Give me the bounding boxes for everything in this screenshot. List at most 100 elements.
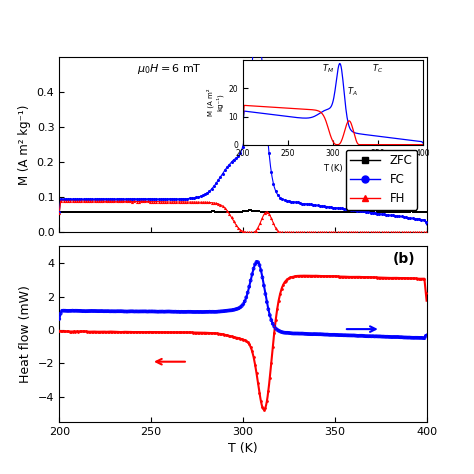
Point	[160, 308, 168, 316]
Point	[372, 333, 380, 340]
Point	[78, 197, 85, 205]
Point	[179, 328, 187, 336]
Point	[379, 274, 387, 282]
Point	[396, 208, 403, 216]
Point	[125, 328, 132, 336]
Point	[365, 228, 372, 236]
Point	[186, 198, 193, 206]
Point	[325, 331, 332, 338]
Point	[160, 328, 168, 336]
Point	[237, 303, 244, 311]
Point	[343, 205, 350, 213]
Point	[253, 207, 260, 215]
Point	[402, 228, 410, 236]
Point	[70, 307, 78, 315]
Point	[243, 228, 251, 236]
Point	[109, 208, 116, 215]
Point	[241, 133, 248, 141]
Point	[123, 208, 131, 216]
Point	[391, 228, 399, 236]
Point	[365, 273, 372, 281]
Point	[360, 208, 368, 216]
Point	[334, 208, 341, 216]
Point	[76, 328, 83, 335]
Point	[288, 208, 296, 216]
Point	[89, 197, 96, 205]
Point	[175, 208, 182, 216]
Point	[310, 209, 318, 216]
Point	[275, 297, 283, 304]
Point	[63, 208, 71, 216]
Point	[94, 328, 101, 336]
Point	[206, 199, 213, 206]
Point	[406, 274, 413, 282]
Point	[94, 208, 101, 216]
Point	[246, 207, 253, 214]
Point	[167, 308, 175, 315]
Point	[61, 307, 69, 315]
Point	[163, 308, 171, 315]
Point	[241, 336, 248, 344]
Point	[246, 340, 253, 348]
Point	[309, 272, 316, 280]
Point	[336, 204, 344, 212]
Point	[57, 208, 64, 216]
Point	[322, 208, 329, 216]
Point	[369, 208, 377, 216]
Point	[319, 273, 327, 280]
Point	[85, 307, 92, 315]
Point	[115, 195, 123, 202]
Point	[126, 328, 134, 336]
Point	[242, 337, 250, 345]
Point	[57, 310, 64, 317]
Point	[170, 308, 178, 316]
Point	[206, 308, 213, 316]
Point	[251, 207, 259, 214]
Point	[185, 308, 192, 316]
Point	[356, 228, 364, 236]
Point	[369, 332, 377, 340]
Point	[128, 208, 135, 216]
Point	[91, 195, 99, 203]
Point	[368, 273, 375, 281]
Point	[94, 307, 101, 315]
Point	[401, 334, 409, 341]
Point	[383, 228, 390, 236]
Point	[301, 272, 309, 280]
Point	[391, 274, 399, 282]
Point	[415, 334, 422, 342]
Point	[126, 198, 134, 205]
Point	[387, 274, 394, 282]
Point	[135, 328, 143, 336]
Point	[191, 329, 199, 337]
Point	[176, 208, 184, 216]
Point	[232, 208, 240, 216]
Point	[371, 228, 379, 236]
Point	[250, 353, 257, 361]
Point	[82, 308, 90, 315]
Point	[135, 208, 143, 216]
Point	[266, 209, 273, 216]
Point	[100, 308, 107, 315]
Point	[297, 208, 304, 216]
Point	[212, 180, 220, 187]
Point	[310, 201, 317, 208]
Point	[420, 208, 428, 216]
Point	[371, 333, 378, 340]
Point	[299, 200, 306, 207]
Point	[279, 282, 287, 289]
Point	[55, 210, 63, 217]
Point	[100, 195, 107, 202]
Point	[130, 328, 138, 336]
Point	[80, 197, 87, 205]
Point	[413, 275, 421, 283]
Point	[135, 198, 143, 205]
Point	[141, 308, 148, 315]
Point	[234, 224, 242, 231]
Point	[144, 208, 151, 216]
Point	[345, 228, 352, 236]
Point	[61, 208, 69, 216]
Point	[384, 274, 392, 282]
Point	[214, 330, 222, 337]
Point	[400, 334, 408, 341]
